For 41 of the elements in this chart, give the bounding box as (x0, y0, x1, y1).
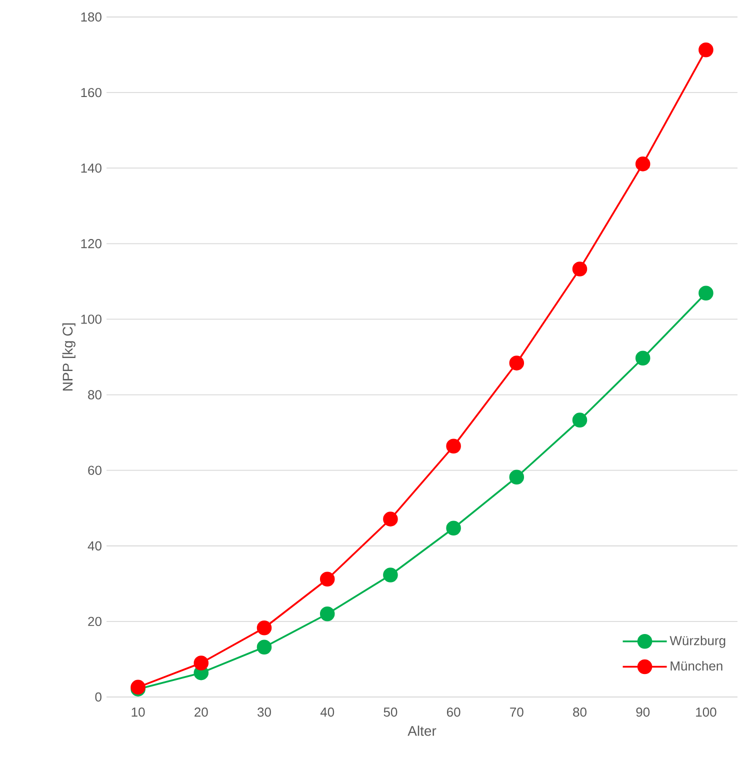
point (446, 438, 461, 454)
point (194, 656, 209, 670)
x-axis-title: Alter (408, 726, 436, 736)
y-tick-label: 160 (81, 88, 102, 98)
y-tick-label: 0 (95, 692, 102, 702)
x-tick-label: 40 (320, 708, 334, 717)
x-tick-label: 60 (446, 708, 460, 717)
point (572, 262, 588, 276)
x-tick-label: 100 (696, 708, 716, 717)
y-tick-label: 180 (81, 12, 102, 22)
point (383, 568, 398, 582)
point (320, 572, 335, 587)
point (698, 42, 714, 58)
point (383, 512, 398, 526)
x-tick-label: 30 (258, 708, 271, 717)
point (256, 620, 272, 636)
x-tick-label: 10 (132, 708, 145, 717)
x-tick-label: 70 (510, 708, 524, 717)
point (635, 156, 650, 172)
point (256, 640, 272, 655)
point (698, 286, 714, 301)
x-tick-label: 80 (573, 708, 586, 717)
y-tick-label: 120 (81, 239, 102, 248)
x-tick-label: 90 (636, 708, 650, 717)
point (635, 350, 650, 366)
y-axis-title: NPP [kg C] (62, 323, 76, 390)
y-tick-label: 40 (88, 541, 102, 550)
y-tick-label: 60 (88, 466, 102, 475)
x-tick-label: 20 (194, 708, 208, 717)
point (320, 606, 335, 622)
y-tick-label: 140 (81, 164, 102, 173)
legend-label: Würzburg (670, 636, 726, 648)
point (509, 470, 524, 485)
y-tick-label: 20 (88, 616, 102, 626)
point (446, 520, 461, 536)
point (509, 356, 524, 370)
legend-label: München (670, 661, 722, 671)
point (572, 412, 588, 428)
y-tick-label: 80 (88, 390, 102, 400)
x-tick-label: 50 (384, 708, 398, 717)
y-tick-label: 100 (81, 314, 102, 324)
